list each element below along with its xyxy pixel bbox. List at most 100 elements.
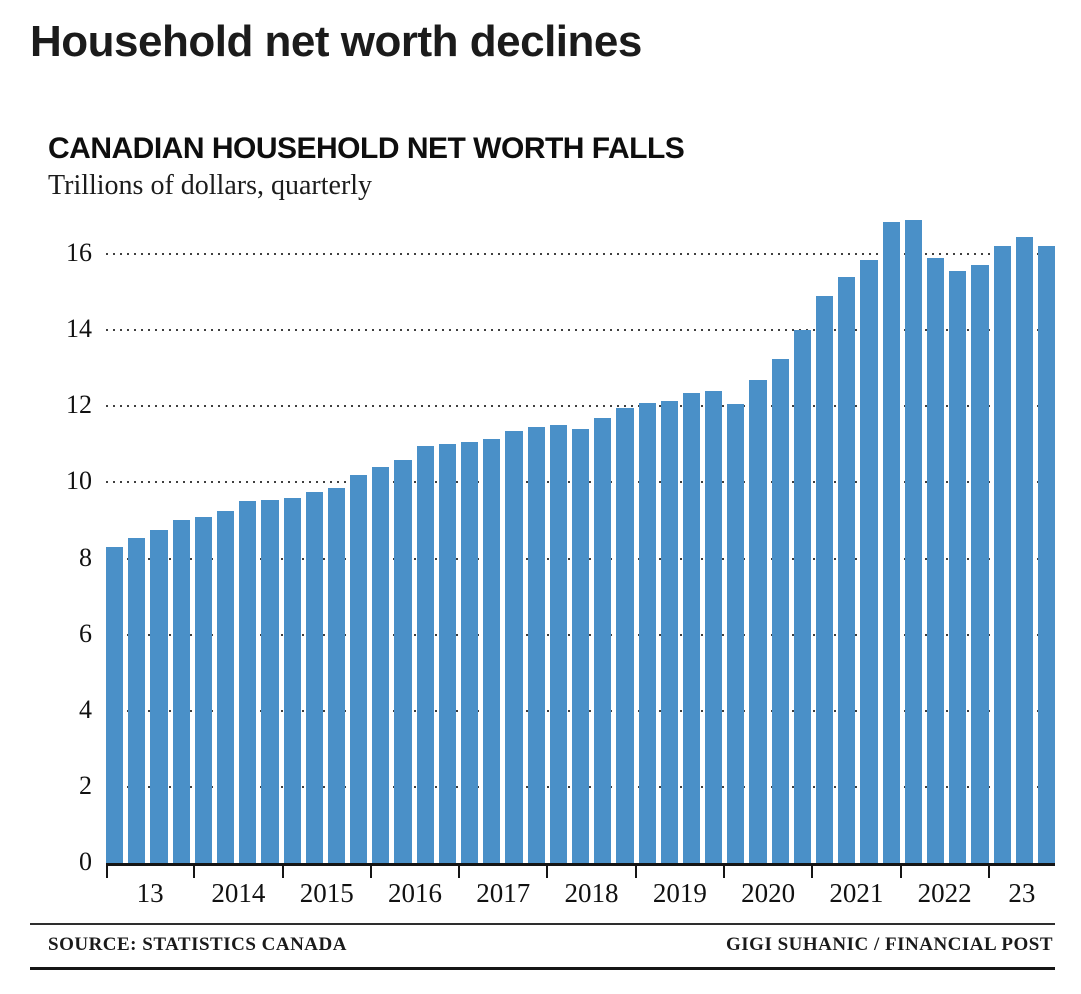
- bar-2021-Q1: [816, 295, 834, 863]
- bar-2020-Q2: [749, 379, 767, 863]
- bar-2021-Q2: [838, 276, 856, 863]
- net-worth-figure: CANADIAN HOUSEHOLD NET WORTH FALLS Trill…: [30, 132, 1056, 970]
- gridline-12: [106, 405, 1055, 408]
- x-axis-group-2020: 2020: [722, 866, 812, 909]
- x-axis-year-label: 2022: [917, 878, 972, 908]
- x-axis-year-label: 2015: [299, 878, 354, 908]
- x-axis-tick: [634, 866, 637, 878]
- figure-footer: SOURCE: STATISTICS CANADA GIGI SUHANIC /…: [30, 923, 1055, 970]
- bar-2021-Q4: [882, 221, 900, 863]
- x-axis-group-2014: 2014: [193, 866, 282, 909]
- x-axis-tick: [369, 866, 372, 878]
- bar-2021-Q3: [860, 259, 878, 863]
- bar-2015-Q3: [327, 488, 346, 863]
- gridline-16: [106, 253, 1055, 256]
- x-axis-tick: [811, 866, 814, 878]
- bar-2016-Q3: [416, 446, 434, 863]
- y-axis-label-0: 0: [79, 847, 92, 876]
- bar-2023-Q3: [1037, 246, 1056, 863]
- bar-2014-Q4: [261, 499, 279, 863]
- bar-2014-Q3: [239, 501, 257, 863]
- bar-2016-Q2: [394, 459, 412, 863]
- bar-2017-Q2: [483, 438, 501, 863]
- x-axis-group-2022: 2022: [899, 866, 989, 909]
- chart-subtitle: Trillions of dollars, quarterly: [48, 170, 373, 201]
- bar-2020-Q3: [771, 358, 789, 863]
- bar-2019-Q4: [705, 391, 723, 863]
- bar-2013-Q1: [106, 547, 124, 863]
- x-axis-group-2021: 2021: [811, 866, 900, 909]
- bar-2018-Q4: [616, 408, 634, 863]
- bar-series: [106, 216, 1056, 863]
- bar-2015-Q4: [350, 474, 368, 863]
- y-axis-label-4: 4: [79, 694, 92, 724]
- x-axis-tick: [106, 866, 108, 878]
- figure-bottom-rule: [30, 967, 1055, 970]
- bar-2017-Q3: [505, 431, 523, 863]
- y-axis-label-2: 2: [79, 770, 92, 800]
- bar-2019-Q2: [660, 400, 678, 863]
- y-axis-label-16: 16: [66, 238, 92, 268]
- x-axis-group-2018: 2018: [546, 866, 635, 909]
- bar-2022-Q2: [926, 257, 945, 863]
- gridline-14: [106, 329, 1055, 332]
- x-axis-tick: [193, 866, 196, 878]
- x-axis-year-label: 2021: [829, 878, 884, 908]
- y-axis-label-6: 6: [79, 618, 92, 648]
- bar-2018-Q1: [549, 425, 567, 863]
- bar-2023-Q1: [993, 246, 1011, 863]
- bar-2022-Q4: [971, 265, 989, 863]
- x-axis-tick: [281, 866, 284, 878]
- x-axis-tick: [546, 866, 549, 878]
- bar-2015-Q1: [283, 497, 301, 863]
- x-axis-group-2019: 2019: [634, 866, 724, 909]
- x-axis-year-label: 23: [1008, 878, 1036, 908]
- bar-2018-Q3: [594, 417, 612, 863]
- bar-2020-Q4: [793, 330, 811, 863]
- x-axis-year-label: 13: [136, 878, 164, 908]
- bar-2015-Q2: [305, 491, 323, 863]
- bar-2017-Q4: [527, 427, 545, 863]
- article-headline: Household net worth declines: [30, 17, 642, 66]
- bar-2023-Q2: [1015, 236, 1033, 863]
- x-axis-tick: [458, 866, 461, 878]
- author-credit: GIGI SUHANIC / FINANCIAL POST: [726, 934, 1053, 955]
- x-axis-year-label: 2014: [211, 878, 266, 908]
- bar-2014-Q1: [194, 516, 212, 863]
- source-credit: SOURCE: STATISTICS CANADA: [48, 934, 347, 955]
- bar-2022-Q1: [904, 219, 922, 863]
- x-axis-year-label: 2020: [741, 878, 796, 908]
- bar-2016-Q1: [372, 467, 390, 863]
- bar-2019-Q1: [638, 402, 656, 863]
- bar-2020-Q1: [727, 404, 745, 863]
- y-axis-label-14: 14: [66, 314, 92, 344]
- x-axis-tick: [899, 866, 902, 878]
- chart-title: CANADIAN HOUSEHOLD NET WORTH FALLS: [48, 132, 685, 165]
- bar-2018-Q2: [571, 429, 590, 863]
- x-axis-tick: [987, 866, 990, 878]
- y-axis-label-12: 12: [66, 390, 92, 420]
- x-axis-group-2015: 2015: [281, 866, 371, 909]
- x-axis-group-2016: 2016: [369, 866, 459, 909]
- x-axis-year-label: 2017: [476, 878, 531, 908]
- x-axis-year-label: 2018: [564, 878, 619, 908]
- bar-2013-Q2: [128, 537, 146, 863]
- bar-2017-Q1: [461, 442, 479, 863]
- x-axis-group-13: 13: [106, 866, 194, 909]
- x-axis-group-23: 23: [987, 866, 1055, 909]
- x-axis-tick: [722, 866, 725, 878]
- x-axis-group-2017: 2017: [458, 866, 547, 909]
- y-axis-label-8: 8: [79, 542, 92, 572]
- bar-2019-Q3: [682, 392, 701, 863]
- bar-2013-Q3: [150, 530, 168, 863]
- footer-top-rule: [30, 923, 1055, 925]
- y-axis-label-10: 10: [66, 466, 92, 496]
- x-axis-year-label: 2016: [387, 878, 442, 908]
- x-axis-year-labels: 13 2014 2015 2016 2017 2018 2019 2020 2021 2022 23: [106, 866, 1055, 909]
- bar-2022-Q3: [949, 271, 967, 863]
- bar-2014-Q2: [216, 510, 235, 863]
- bar-2016-Q4: [438, 444, 456, 863]
- x-axis-year-label: 2019: [652, 878, 707, 908]
- bar-2013-Q4: [172, 520, 190, 863]
- bar-chart-plot-area: 0 2 4 6 8 10 12 14 16: [66, 216, 1056, 876]
